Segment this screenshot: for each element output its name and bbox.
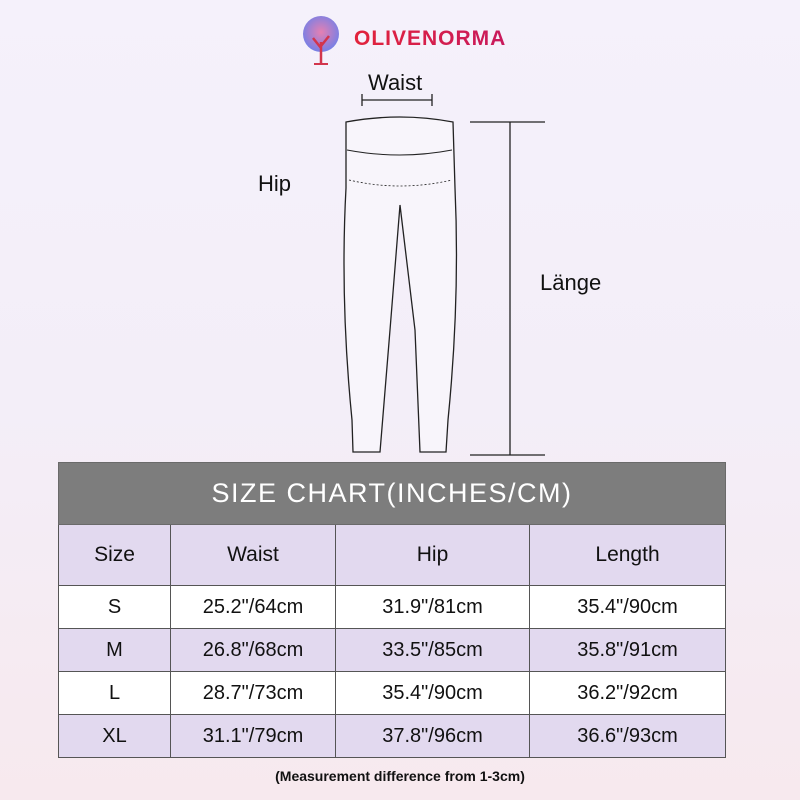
measurement-note: (Measurement difference from 1-3cm) bbox=[275, 768, 525, 784]
cell-waist: 26.8"/68cm bbox=[170, 628, 336, 672]
header-hip: Hip bbox=[335, 524, 530, 586]
table-row: M 26.8"/68cm 33.5"/85cm 35.8"/91cm bbox=[58, 628, 727, 672]
length-label: Länge bbox=[540, 270, 602, 295]
cell-length: 36.6"/93cm bbox=[528, 714, 727, 758]
hip-label: Hip bbox=[258, 171, 292, 196]
cell-size: XL bbox=[58, 714, 171, 758]
cell-hip: 33.5"/85cm bbox=[335, 628, 530, 672]
cell-hip: 37.8"/96cm bbox=[335, 714, 530, 758]
cell-hip: 35.4"/90cm bbox=[335, 671, 530, 715]
header-waist: Waist bbox=[170, 524, 336, 586]
table-row: S 25.2"/64cm 31.9"/81cm 35.4"/90cm bbox=[58, 585, 727, 629]
cell-waist: 25.2"/64cm bbox=[170, 585, 336, 629]
cell-waist: 31.1"/79cm bbox=[170, 714, 336, 758]
table-row: L 28.7"/73cm 35.4"/90cm 36.2"/92cm bbox=[58, 671, 727, 715]
cell-size: M bbox=[58, 628, 171, 672]
size-chart-table: SIZE CHART(INCHES/CM) Size Waist Hip Len… bbox=[57, 462, 727, 758]
leggings-diagram bbox=[343, 94, 545, 456]
waist-label: Waist bbox=[368, 70, 423, 95]
tree-icon bbox=[303, 16, 339, 65]
table-row: XL 31.1"/79cm 37.8"/96cm 36.6"/93cm bbox=[58, 714, 727, 758]
header-size: Size bbox=[58, 524, 171, 586]
cell-length: 35.8"/91cm bbox=[528, 628, 727, 672]
cell-waist: 28.7"/73cm bbox=[170, 671, 336, 715]
cell-size: L bbox=[58, 671, 171, 715]
brand-name: OLIVENORMA bbox=[354, 27, 507, 50]
size-chart-title: SIZE CHART(INCHES/CM) bbox=[57, 462, 727, 525]
cell-length: 35.4"/90cm bbox=[528, 585, 727, 629]
cell-length: 36.2"/92cm bbox=[528, 671, 727, 715]
cell-size: S bbox=[58, 585, 171, 629]
brand-logo: OLIVENORMA bbox=[296, 12, 506, 66]
header-length: Length bbox=[528, 524, 727, 586]
cell-hip: 31.9"/81cm bbox=[335, 585, 530, 629]
